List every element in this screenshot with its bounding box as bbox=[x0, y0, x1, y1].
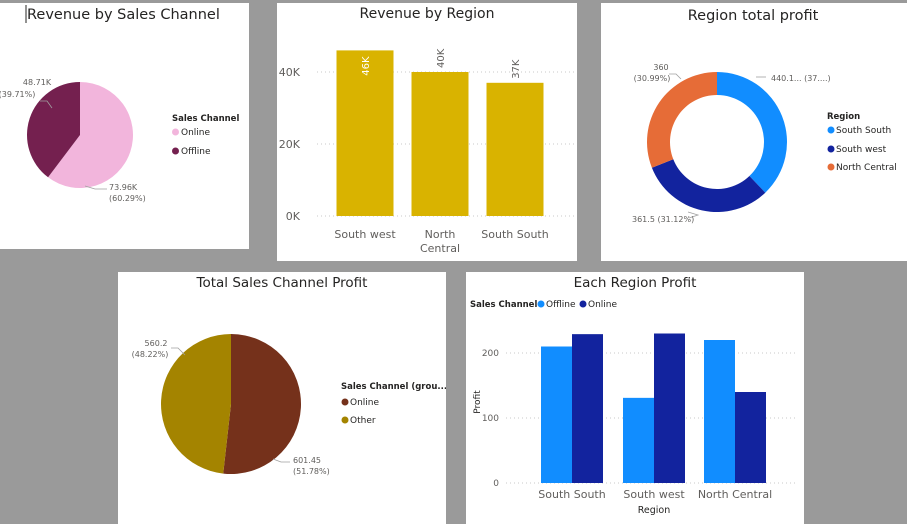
leader-line bbox=[687, 211, 700, 219]
slice-south-south[interactable] bbox=[717, 72, 787, 193]
slice-south-west[interactable] bbox=[651, 159, 766, 212]
revenue-by-region-card[interactable]: Revenue by Region 0K 20K 40K 46K 40K 37K S… bbox=[277, 3, 577, 261]
legend-marker-online bbox=[341, 398, 349, 406]
data-label-other-pct: (48.22%) bbox=[132, 350, 169, 359]
legend-label-online[interactable]: Online bbox=[588, 300, 617, 310]
region-total-profit-card[interactable]: Region total profit 360 (30.99%) 440.1..… bbox=[601, 3, 907, 261]
legend-marker-south-west bbox=[827, 145, 835, 153]
clustered-bar-chart bbox=[506, 333, 798, 484]
legend-marker-offline bbox=[172, 147, 179, 155]
data-label-offline-pct: (39.71%) bbox=[0, 90, 35, 99]
slice-other[interactable] bbox=[160, 334, 231, 474]
each-region-profit-card[interactable]: Each Region Profit Sales Channel Offline… bbox=[466, 272, 804, 524]
data-label-south-west: 361.5 (31.12%) bbox=[632, 215, 694, 224]
legend-label-offline[interactable]: Offline bbox=[546, 300, 576, 310]
legend-marker-online bbox=[579, 300, 587, 308]
y-tick-40k: 40K bbox=[279, 66, 301, 79]
x-tick-south-south: South South bbox=[481, 228, 548, 241]
revenue-by-sales-channel-card[interactable]: Revenue by Sales Channel 48.71K (39.71%)… bbox=[0, 3, 249, 249]
data-label-online-pct: (51.78%) bbox=[293, 467, 330, 476]
legend-label-south-south[interactable]: South South bbox=[836, 126, 891, 136]
legend-marker-other bbox=[341, 416, 349, 424]
legend-marker-online bbox=[172, 128, 179, 136]
leader-line bbox=[272, 458, 290, 463]
y-axis-label: Profit bbox=[473, 390, 483, 414]
data-label-north-central: 40K bbox=[436, 48, 447, 68]
legend-label-south-west[interactable]: South west bbox=[836, 145, 887, 155]
bar-chart: 46K 40K 37K bbox=[317, 48, 577, 217]
y-tick-0k: 0K bbox=[286, 210, 301, 223]
legend-title: Sales Channel bbox=[172, 114, 239, 124]
legend-marker-north-central bbox=[827, 163, 835, 171]
legend-title: Region bbox=[827, 112, 860, 122]
data-label-online-value: 73.96K bbox=[109, 183, 138, 192]
data-label-offline-value: 48.71K bbox=[23, 78, 52, 87]
bar-south-south[interactable] bbox=[486, 82, 544, 216]
leader-line bbox=[171, 347, 186, 356]
x-tick-south-south: South South bbox=[538, 488, 605, 501]
legend-label-offline[interactable]: Offline bbox=[181, 147, 211, 157]
pie-chart bbox=[160, 334, 301, 474]
x-tick-north-central-line2: Central bbox=[420, 242, 460, 255]
legend-label-other[interactable]: Other bbox=[350, 416, 376, 426]
leader-line bbox=[40, 100, 53, 109]
data-label-online-pct: (60.29%) bbox=[109, 194, 146, 203]
total-sales-channel-profit-card[interactable]: Total Sales Channel Profit 560.2 (48.22%… bbox=[118, 272, 446, 524]
chart-title: Each Region Profit bbox=[574, 275, 697, 291]
slice-online[interactable] bbox=[48, 82, 133, 188]
bar-south-west[interactable] bbox=[336, 50, 394, 217]
bar-online-south-south[interactable] bbox=[572, 334, 603, 483]
bar-offline-south-south[interactable] bbox=[541, 346, 572, 484]
x-tick-north-central: North Central bbox=[698, 488, 772, 501]
bar-offline-south-west[interactable] bbox=[623, 397, 654, 483]
slice-online[interactable] bbox=[223, 334, 301, 474]
chart-title: Revenue by Region bbox=[360, 6, 495, 22]
bar-online-south-west[interactable] bbox=[654, 333, 685, 484]
bar-north-central[interactable] bbox=[411, 72, 469, 216]
legend-label-online[interactable]: Online bbox=[181, 128, 210, 138]
y-tick-200: 200 bbox=[482, 349, 499, 359]
leader-line bbox=[84, 185, 107, 190]
slice-offline[interactable] bbox=[26, 82, 80, 178]
bar-offline-north-central[interactable] bbox=[704, 340, 735, 483]
data-label-south-south: 37K bbox=[511, 59, 522, 79]
y-tick-20k: 20K bbox=[279, 138, 301, 151]
data-label-online-value: 601.45 bbox=[293, 456, 321, 465]
legend-title: Sales Channel (grou... bbox=[341, 382, 446, 392]
chart-title: Revenue by Sales Channel bbox=[27, 7, 220, 23]
y-tick-100: 100 bbox=[482, 414, 499, 424]
data-label-north-central-value: 360 bbox=[653, 63, 668, 72]
legend-label-online[interactable]: Online bbox=[350, 398, 379, 408]
legend-marker-south-south bbox=[827, 126, 835, 134]
legend-marker-offline bbox=[537, 300, 545, 308]
data-label-south-west: 46K bbox=[361, 56, 372, 76]
x-tick-south-west: South west bbox=[334, 228, 396, 241]
bar-online-north-central[interactable] bbox=[735, 392, 766, 483]
x-axis-label: Region bbox=[638, 505, 671, 516]
pie-chart bbox=[26, 82, 133, 190]
leader-line bbox=[669, 73, 682, 80]
data-label-north-central-pct: (30.99%) bbox=[634, 74, 671, 83]
slice-north-central[interactable] bbox=[647, 72, 717, 168]
y-tick-0: 0 bbox=[493, 479, 499, 489]
legend-label-north-central[interactable]: North Central bbox=[836, 163, 897, 173]
x-tick-south-west: South west bbox=[623, 488, 685, 501]
legend-title: Sales Channel bbox=[470, 300, 537, 310]
chart-title: Total Sales Channel Profit bbox=[196, 275, 368, 291]
data-label-other-value: 560.2 bbox=[145, 339, 168, 348]
chart-title: Region total profit bbox=[688, 8, 819, 24]
donut-chart bbox=[647, 72, 787, 219]
x-tick-north-central-line1: North bbox=[425, 228, 456, 241]
data-label-south-south: 440.1... (37....) bbox=[771, 74, 831, 83]
